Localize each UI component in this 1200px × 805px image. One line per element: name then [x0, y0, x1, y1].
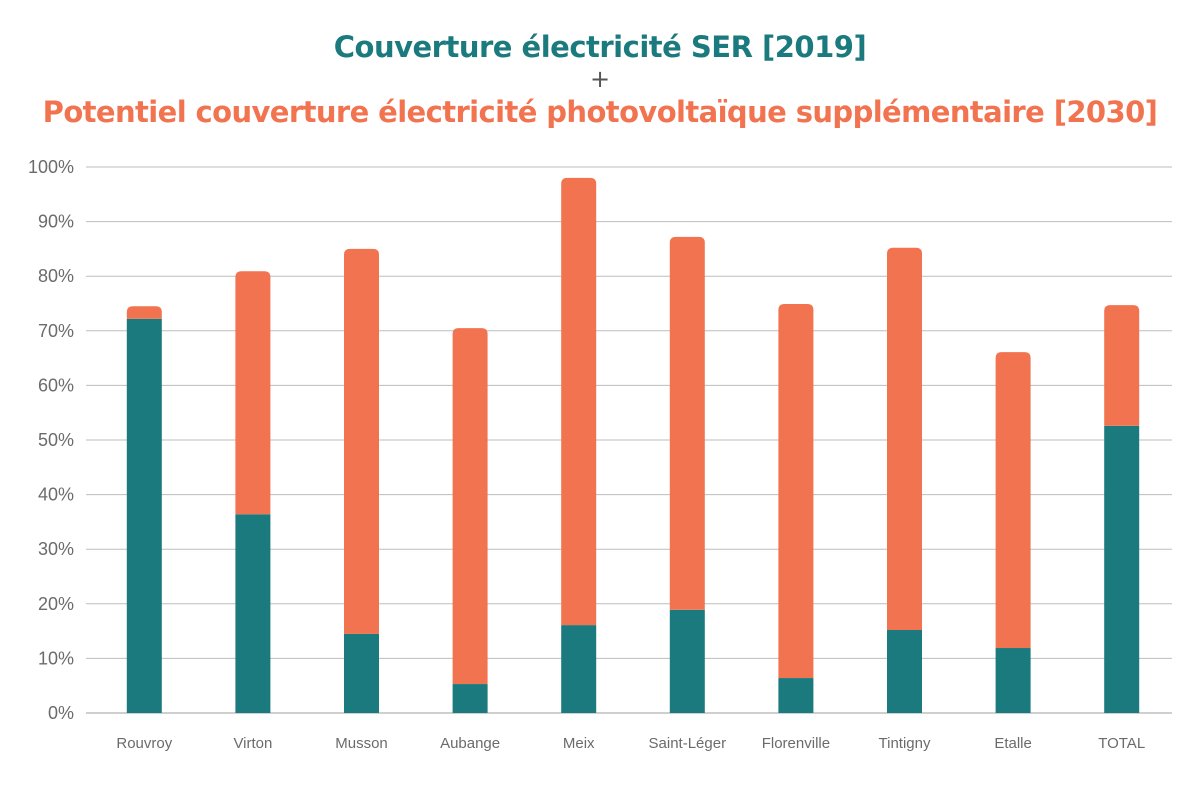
bar-segment-ser-2019	[561, 625, 597, 713]
x-tick-label: Rouvroy	[116, 735, 172, 752]
bar-segment-potentiel-2030	[344, 248, 379, 634]
bar-segment-ser-2019	[126, 318, 162, 713]
bar-segment-potentiel-2030	[452, 328, 488, 685]
bar-segment-ser-2019	[887, 630, 922, 713]
x-tick-label: Florenville	[762, 735, 830, 752]
x-tick-label: Etalle	[994, 735, 1032, 752]
bar-segment-ser-2019	[452, 684, 488, 713]
x-tick-label: Saint-Léger	[649, 735, 727, 752]
bar-segment-potentiel-2030	[995, 352, 1031, 649]
bar-stack	[561, 177, 597, 713]
bar-segment-potentiel-2030	[669, 236, 705, 610]
chart-title-block: Couverture électricité SER [2019] + Pote…	[0, 28, 1200, 132]
bar-segment-ser-2019	[669, 609, 705, 713]
bar-stack	[1104, 305, 1140, 713]
bar-segment-ser-2019	[235, 514, 271, 713]
y-tick-label: 80%	[38, 266, 74, 286]
bar-segment-potentiel-2030	[887, 247, 922, 631]
x-tick-label: Musson	[335, 735, 388, 752]
y-tick-label: 60%	[38, 375, 74, 395]
chart-subtitle: Potentiel couverture électricité photovo…	[42, 95, 1158, 129]
bar-segment-potentiel-2030	[561, 177, 597, 626]
bar-segment-ser-2019	[778, 678, 814, 713]
bar-stack	[452, 328, 488, 713]
x-tick-label: Meix	[563, 735, 595, 752]
y-tick-label: 90%	[38, 212, 74, 232]
y-tick-label: 10%	[38, 648, 74, 668]
y-tick-label: 0%	[48, 703, 74, 723]
title-connector: +	[589, 65, 611, 93]
bar-segment-potentiel-2030	[235, 271, 271, 515]
x-axis-labels: Rouvroy Virton Musson Aubange Meix Saint-Lége…	[116, 735, 1145, 752]
bar-stack	[995, 352, 1031, 713]
bar-stack	[887, 247, 922, 713]
bar-segment-potentiel-2030	[1104, 305, 1140, 426]
chart-title: Couverture électricité SER [2019]	[333, 30, 867, 64]
bar-segment-potentiel-2030	[778, 304, 814, 679]
bar-segment-ser-2019	[344, 633, 379, 713]
bar-stack	[126, 306, 162, 713]
y-tick-label: 30%	[38, 539, 74, 559]
bar-segment-ser-2019	[1104, 425, 1140, 713]
x-tick-label: Aubange	[440, 735, 500, 752]
y-tick-label: 50%	[38, 430, 74, 450]
y-tick-label: 100%	[28, 157, 74, 177]
y-tick-label: 70%	[38, 321, 74, 341]
x-tick-label: Tintigny	[879, 735, 931, 752]
x-tick-label: TOTAL	[1098, 735, 1145, 752]
x-tick-label: Virton	[233, 735, 272, 752]
bar-stack	[235, 271, 271, 713]
bar-segment-potentiel-2030	[126, 306, 162, 319]
bar-stack	[669, 236, 705, 713]
y-tick-label: 40%	[38, 485, 74, 505]
bar-stack	[778, 304, 814, 713]
bar-stack	[344, 248, 379, 713]
bars	[126, 177, 1140, 713]
y-tick-label: 20%	[38, 594, 74, 614]
bar-segment-ser-2019	[995, 648, 1031, 713]
y-axis-ticks: 0% 10% 20% 30% 40% 50% 60% 70% 80% 90% 100%	[28, 157, 74, 723]
